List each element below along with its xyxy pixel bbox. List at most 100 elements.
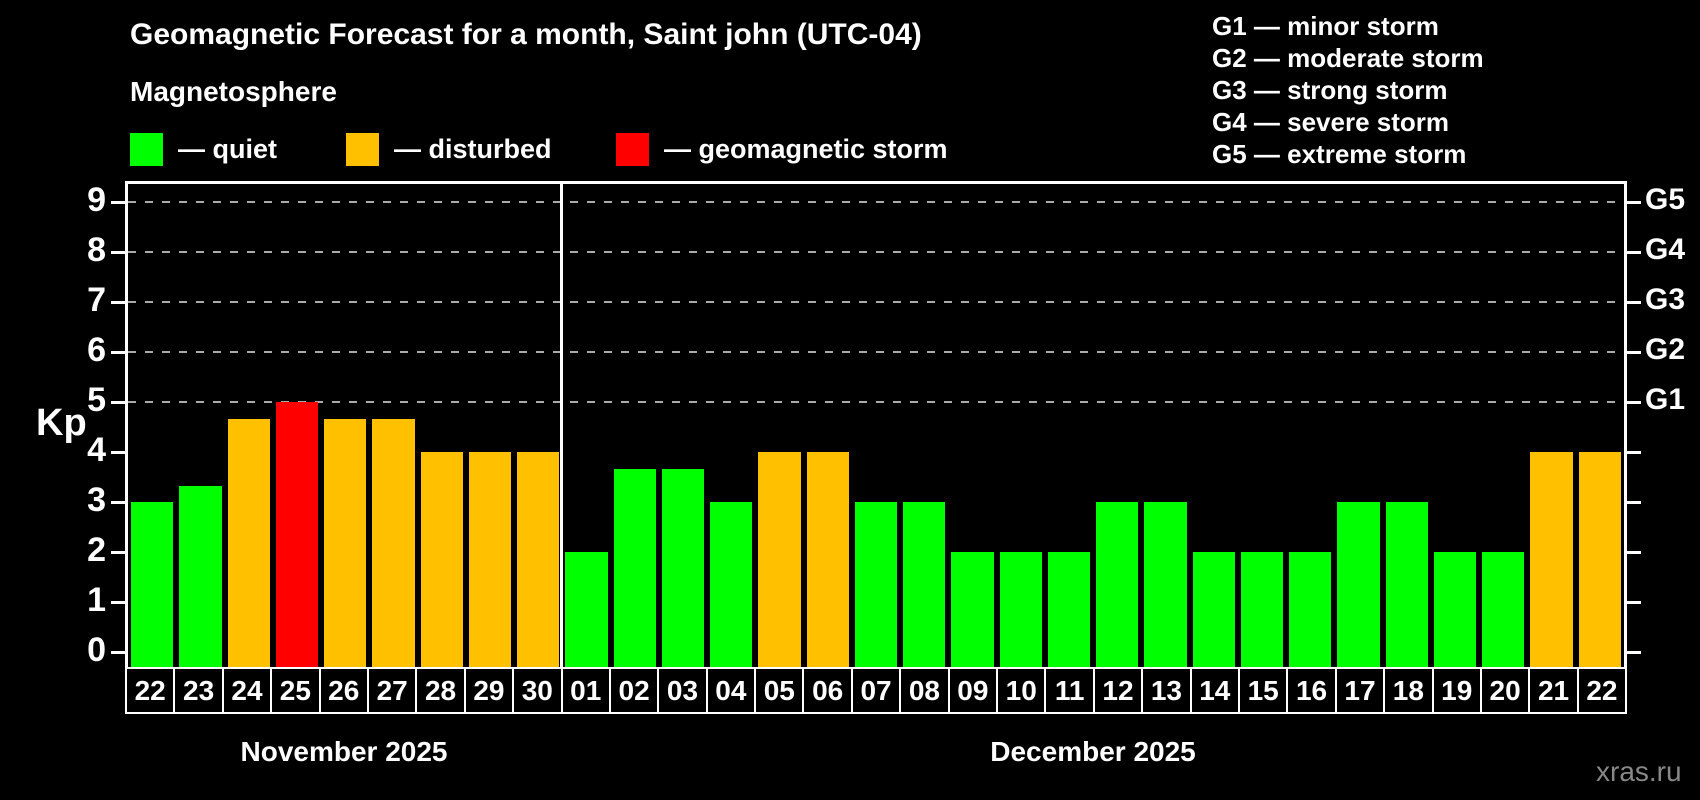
- kp-bar-quiet: [1047, 552, 1091, 667]
- day-label: 16: [1288, 669, 1337, 712]
- kp-bar-disturbed: [324, 418, 367, 667]
- plot-area: [128, 184, 1624, 667]
- y-axis-tick-left: [111, 301, 125, 304]
- month-label-november: November 2025: [240, 736, 448, 767]
- y-axis-label-7: 7: [87, 281, 106, 319]
- kp-bar-quiet: [1192, 552, 1235, 667]
- g-scale-line-g2: G2 — moderate storm: [1212, 43, 1484, 73]
- y-axis-left-line: [125, 181, 128, 667]
- disturbed-color-swatch: [346, 133, 379, 166]
- day-label: 03: [659, 669, 708, 712]
- y-axis-label-4: 4: [87, 431, 106, 469]
- y-axis-tick-right: [1627, 201, 1641, 204]
- day-label: 06: [804, 669, 853, 712]
- kp-bar-disturbed: [372, 418, 415, 667]
- gridline-kp7: [128, 301, 1624, 303]
- kp-bar-disturbed: [1530, 452, 1573, 667]
- day-label: 30: [514, 669, 563, 712]
- day-label: 29: [466, 669, 515, 712]
- y-axis-tick-right: [1627, 301, 1641, 304]
- legend-item-storm: — geomagnetic storm: [616, 133, 948, 166]
- y-axis-tick-right: [1627, 551, 1641, 554]
- legend-item-quiet: — quiet: [130, 133, 277, 166]
- day-label: 25: [272, 669, 321, 712]
- y-axis-right-line: [1624, 181, 1627, 667]
- y-axis-label-6: 6: [87, 331, 106, 369]
- kp-bar-disturbed: [227, 418, 270, 667]
- right-axis-label-g5: G5: [1645, 183, 1686, 216]
- day-label: 14: [1192, 669, 1240, 712]
- kp-bar-quiet: [1096, 502, 1139, 667]
- y-axis-tick-right: [1627, 601, 1641, 604]
- day-axis-row: 22 23 24 25 26 27 28 29 30 01 02 03 04 05 06 07 08 09 10 11…: [125, 667, 1627, 714]
- right-axis-label-g2: G2: [1645, 333, 1686, 366]
- kp-bar-quiet: [1482, 552, 1525, 667]
- y-axis-tick-right: [1627, 351, 1641, 354]
- right-axis-label-g1: G1: [1645, 383, 1686, 416]
- kp-bar-quiet: [179, 485, 222, 667]
- day-label: 21: [1530, 669, 1579, 712]
- day-label: 20: [1482, 669, 1531, 712]
- kp-bar-disturbed: [806, 452, 849, 667]
- kp-bar-disturbed: [468, 452, 512, 667]
- y-axis-label-8: 8: [87, 231, 106, 269]
- y-axis-title: Kp: [36, 402, 87, 444]
- y-axis-tick-right: [1627, 401, 1641, 404]
- month-separator-line: [560, 184, 564, 667]
- right-axis-label-g4: G4: [1645, 233, 1686, 266]
- g-scale-legend: G1 — minor storm G2 — moderate storm G3 …: [1212, 10, 1484, 170]
- y-axis-tick-left: [111, 551, 125, 554]
- day-label: 07: [853, 669, 902, 712]
- day-label: 01: [563, 669, 611, 712]
- legend-label-disturbed: — disturbed: [394, 134, 552, 164]
- kp-bar-quiet: [1385, 502, 1428, 667]
- day-label: 22: [127, 669, 176, 712]
- g-scale-line-g3: G3 — strong storm: [1212, 75, 1448, 105]
- y-axis-tick-left: [111, 251, 125, 254]
- day-label: 15: [1240, 669, 1289, 712]
- y-axis-label-3: 3: [87, 481, 106, 519]
- day-label: 08: [901, 669, 950, 712]
- kp-bar-quiet: [661, 468, 705, 667]
- gridline-kp8: [128, 251, 1624, 253]
- y-axis-label-9: 9: [87, 181, 106, 219]
- day-label: 23: [175, 669, 224, 712]
- day-label: 04: [708, 669, 757, 712]
- day-label: 05: [756, 669, 805, 712]
- day-label: 17: [1337, 669, 1386, 712]
- day-label: 28: [417, 669, 466, 712]
- gridline-kp6: [128, 351, 1624, 353]
- kp-bar-quiet: [565, 552, 608, 667]
- y-axis-tick-left: [111, 351, 125, 354]
- kp-bar-quiet: [613, 468, 656, 667]
- day-label: 24: [224, 669, 273, 712]
- day-label: 12: [1095, 669, 1144, 712]
- chart-subtitle: Magnetosphere: [130, 76, 337, 107]
- right-axis-label-g3: G3: [1645, 283, 1686, 316]
- g-scale-line-g4: G4 — severe storm: [1212, 107, 1450, 137]
- y-axis-tick-right: [1627, 501, 1641, 504]
- y-axis-tick-right: [1627, 251, 1641, 254]
- day-label: 10: [998, 669, 1047, 712]
- storm-color-swatch: [616, 133, 649, 166]
- legend-label-quiet: — quiet: [178, 134, 277, 164]
- y-axis-tick-left: [111, 651, 125, 654]
- day-label: 18: [1385, 669, 1434, 712]
- y-axis-tick-left: [111, 401, 125, 404]
- gridline-kp5: [128, 401, 1624, 403]
- y-axis-tick-left: [111, 201, 125, 204]
- kp-bar-disturbed: [1578, 452, 1621, 667]
- g-scale-line-g5: G5 — extreme storm: [1212, 139, 1467, 169]
- g-scale-line-g1: G1 — minor storm: [1212, 11, 1439, 41]
- y-axis-tick-left: [111, 501, 125, 504]
- kp-bar-quiet: [1240, 552, 1284, 667]
- quiet-color-swatch: [130, 133, 163, 166]
- kp-bar-quiet: [1144, 502, 1187, 667]
- kp-bar-quiet: [903, 502, 946, 667]
- plot-top-border: [125, 181, 1627, 184]
- kp-bar-quiet: [999, 552, 1042, 667]
- day-label: 27: [369, 669, 418, 712]
- kp-bar-quiet: [1337, 502, 1380, 667]
- kp-bar-disturbed: [758, 452, 801, 667]
- day-label: 11: [1046, 669, 1095, 712]
